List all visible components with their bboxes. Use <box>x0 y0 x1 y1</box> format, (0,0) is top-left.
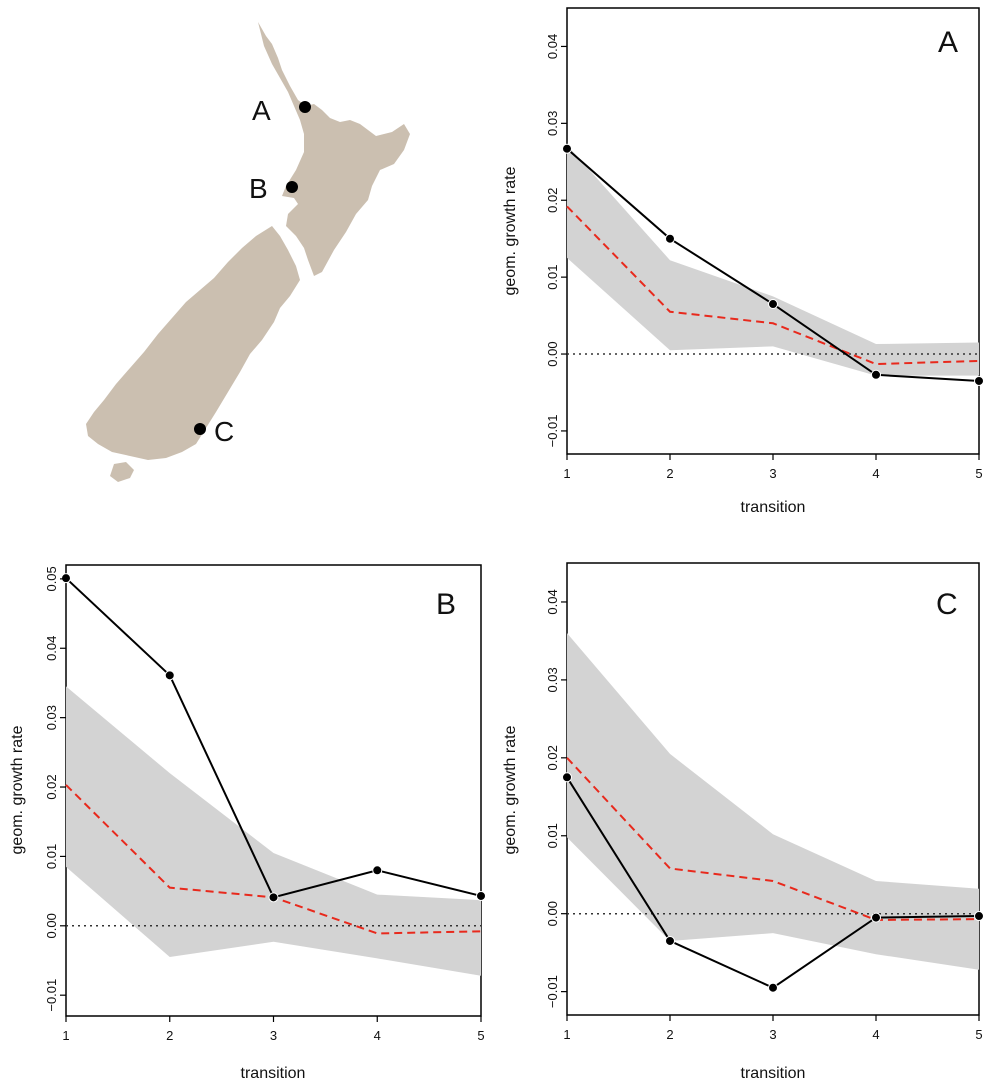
y-tick-label: −0.01 <box>545 975 560 1008</box>
y-axis-label: geom. growth rate <box>9 725 26 854</box>
site-a-marker <box>299 101 311 113</box>
observed-point <box>768 982 778 993</box>
x-tick-label: 1 <box>62 1028 69 1043</box>
x-axis-label: transition <box>241 1065 306 1082</box>
chart-marks: −0.01 0.00 0.01 0.02 0.03 0.04 1 2 3 4 5 <box>545 34 984 481</box>
x-tick-label: 1 <box>563 1027 570 1042</box>
panel-letter: C <box>936 588 958 621</box>
observed-point <box>268 892 279 903</box>
north-island-shape <box>258 22 410 276</box>
x-axis-label: transition <box>741 499 806 516</box>
y-tick-label: 0.01 <box>545 264 560 289</box>
x-tick-label: 3 <box>769 466 776 481</box>
x-axis-label: transition <box>741 1065 806 1082</box>
y-tick-label: 0.05 <box>44 566 59 591</box>
y-tick-label: 0.01 <box>44 844 59 869</box>
confidence-band <box>567 633 979 970</box>
site-c-marker <box>194 423 206 435</box>
y-tick-label: 0.04 <box>44 636 59 661</box>
observed-point <box>164 670 175 681</box>
y-tick-label: 0.03 <box>545 111 560 136</box>
y-tick-label: 0.00 <box>44 913 59 938</box>
observed-point <box>665 935 675 946</box>
y-tick-label: 0.00 <box>545 901 560 926</box>
x-tick-label: 5 <box>975 466 982 481</box>
expected-series-line <box>566 205 980 366</box>
observed-point <box>562 772 572 783</box>
south-island-shape <box>86 226 300 460</box>
growth-rate-chart-b: −0.01 0.00 0.01 0.02 0.03 0.04 0.05 1 2 3 4 5 B tra… <box>9 564 486 1082</box>
y-tick-label: 0.00 <box>545 341 560 366</box>
observed-point <box>665 233 675 244</box>
y-tick-label: −0.01 <box>44 979 59 1012</box>
x-tick-label: 4 <box>872 466 879 481</box>
observed-point <box>562 143 572 154</box>
site-b-label: B <box>249 173 268 204</box>
observed-point <box>768 299 778 310</box>
y-tick-label: 0.04 <box>545 34 560 59</box>
y-tick-label: −0.01 <box>545 414 560 447</box>
y-tick-label: 0.04 <box>545 589 560 614</box>
x-tick-label: 4 <box>872 1027 879 1042</box>
confidence-band <box>567 144 979 376</box>
x-tick-label: 4 <box>374 1028 381 1043</box>
observed-point <box>61 573 71 584</box>
x-tick-label: 2 <box>666 466 673 481</box>
y-axis-label: geom. growth rate <box>502 725 519 854</box>
x-tick-label: 2 <box>666 1027 673 1042</box>
observed-point <box>871 912 881 923</box>
y-tick-label: 0.01 <box>545 823 560 848</box>
x-tick-label: 2 <box>166 1028 173 1043</box>
observed-point <box>372 865 383 876</box>
y-tick-label: 0.03 <box>545 667 560 692</box>
panel-letter: A <box>938 26 958 59</box>
x-tick-label: 3 <box>270 1028 277 1043</box>
site-a-label: A <box>252 95 271 126</box>
chart-marks: −0.01 0.00 0.01 0.02 0.03 0.04 0.05 1 2 3 4 5 <box>44 566 486 1043</box>
new-zealand-map: A B C <box>86 22 410 482</box>
observed-point <box>476 890 486 901</box>
panel-letter: B <box>436 588 456 621</box>
observed-point <box>974 375 984 386</box>
site-b-marker <box>286 181 298 193</box>
x-tick-label: 5 <box>975 1027 982 1042</box>
expected-series-line <box>566 757 980 921</box>
x-tick-label: 3 <box>769 1027 776 1042</box>
growth-rate-chart-c: −0.01 0.00 0.01 0.02 0.03 0.04 1 2 3 4 5 C transit… <box>502 562 984 1082</box>
stewart-island-shape <box>110 462 134 482</box>
x-tick-label: 1 <box>563 466 570 481</box>
y-tick-label: 0.03 <box>44 705 59 730</box>
y-axis-label: geom. growth rate <box>502 166 519 295</box>
site-c-label: C <box>214 416 234 447</box>
y-tick-label: 0.02 <box>44 774 59 799</box>
observed-point <box>871 369 881 380</box>
x-tick-label: 5 <box>477 1028 484 1043</box>
chart-marks: −0.01 0.00 0.01 0.02 0.03 0.04 1 2 3 4 5 <box>545 589 984 1042</box>
y-tick-label: 0.02 <box>545 745 560 770</box>
growth-rate-chart-a: −0.01 0.00 0.01 0.02 0.03 0.04 1 2 3 4 5 A transit… <box>502 7 984 516</box>
confidence-band <box>66 686 481 976</box>
y-tick-label: 0.02 <box>545 188 560 213</box>
observed-point <box>974 911 984 922</box>
